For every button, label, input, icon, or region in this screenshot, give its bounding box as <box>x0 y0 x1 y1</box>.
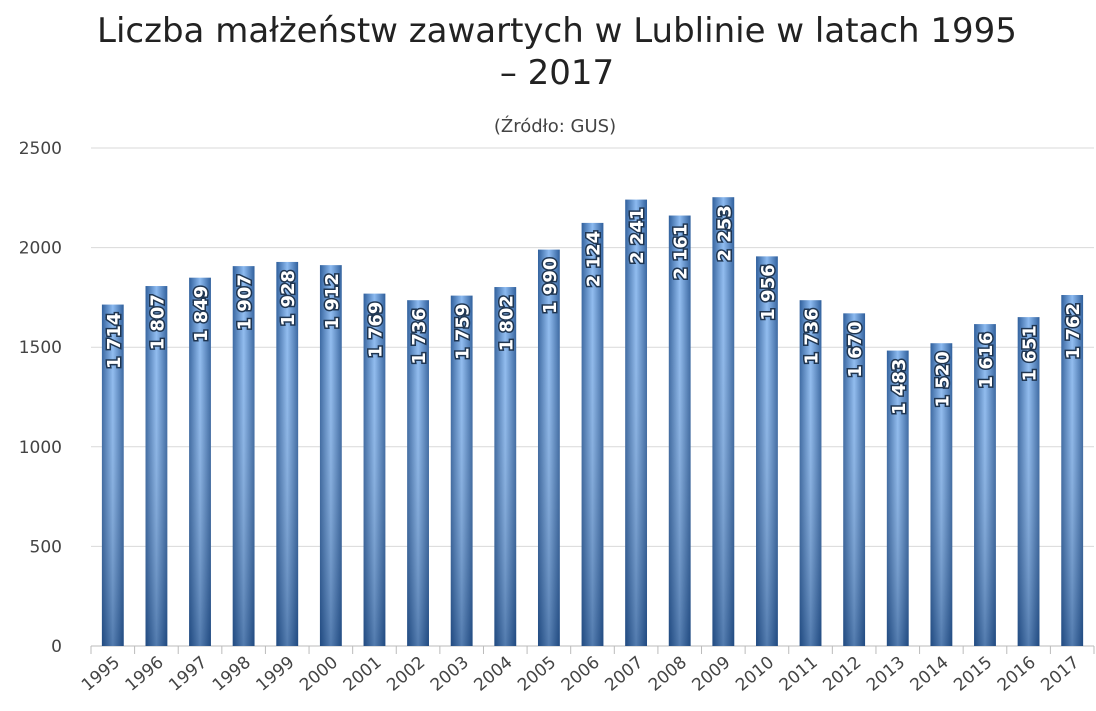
value-label: 1 849 <box>191 286 212 342</box>
bar-shade <box>363 293 386 646</box>
x-tick-label: 2014 <box>907 653 953 696</box>
y-tick-label: 2500 <box>19 139 62 159</box>
bar-shade <box>974 324 996 646</box>
x-tick-label: 2000 <box>296 653 342 696</box>
x-tick-label: 2015 <box>950 653 996 696</box>
y-tick-label: 0 <box>51 637 62 657</box>
x-tick-label: 2008 <box>645 653 691 696</box>
x-tick-label: 2007 <box>601 653 647 696</box>
value-label: 1 520 <box>932 351 953 407</box>
x-tick-label: 1998 <box>209 653 255 696</box>
bar-shade <box>494 287 517 646</box>
bar-shade <box>189 277 211 646</box>
bar-shade <box>625 199 648 646</box>
value-label: 2 241 <box>627 208 648 264</box>
x-tick-label: 2009 <box>689 653 735 696</box>
value-label: 1 912 <box>322 273 343 329</box>
bar-shade <box>319 265 342 646</box>
x-tick-label: 2006 <box>558 653 604 696</box>
value-label: 1 759 <box>453 304 474 360</box>
y-tick-label: 500 <box>30 537 62 557</box>
bar-shade <box>930 343 953 646</box>
value-label: 2 253 <box>714 205 735 261</box>
x-tick-label: 1996 <box>122 653 168 696</box>
value-label: 2 124 <box>584 231 605 287</box>
value-label: 1 651 <box>1020 325 1041 381</box>
x-tick-label: 2017 <box>1037 653 1083 696</box>
chart-title: Liczba małżeństw zawartych w Lublinie w … <box>97 11 1017 93</box>
x-tick-label: 2011 <box>776 653 822 696</box>
x-tick-label: 2002 <box>383 653 429 696</box>
bar-shade <box>799 300 822 646</box>
value-label: 1 956 <box>758 264 779 320</box>
x-tick-label: 2016 <box>994 653 1040 696</box>
bar-shade <box>450 295 473 646</box>
bar-shade <box>1017 317 1040 646</box>
bar-shade <box>276 261 299 646</box>
bar-shade <box>668 215 691 646</box>
value-label: 1 762 <box>1063 303 1084 359</box>
x-tick-label: 2004 <box>470 653 516 696</box>
bar-shade <box>1061 295 1084 646</box>
y-tick-label: 2000 <box>19 239 62 259</box>
bar-shade <box>712 197 735 646</box>
bar-shade <box>756 256 778 646</box>
value-label: 1 807 <box>147 294 168 350</box>
value-label: 1 928 <box>278 270 299 326</box>
value-label: 2 161 <box>671 224 692 280</box>
value-label: 1 990 <box>540 258 561 314</box>
bar-shade <box>581 222 604 646</box>
x-tick-label: 2005 <box>514 653 560 696</box>
value-label: 1 736 <box>409 308 430 364</box>
bar-shade <box>407 300 429 646</box>
bar-shade <box>843 313 866 646</box>
bar-shade <box>101 304 124 646</box>
value-label: 1 616 <box>976 332 997 388</box>
bar-shade <box>145 286 168 646</box>
value-label: 1 714 <box>104 313 125 369</box>
bar-shade <box>537 249 560 647</box>
value-label: 1 736 <box>802 308 823 364</box>
x-tick-label: 2013 <box>863 653 909 696</box>
x-tick-label: 2010 <box>732 653 778 696</box>
value-label: 1 907 <box>235 274 256 330</box>
x-tick-label: 1999 <box>252 653 298 696</box>
value-label: 1 670 <box>845 321 866 377</box>
value-label: 1 483 <box>889 359 910 415</box>
x-tick-label: 1995 <box>78 653 124 696</box>
x-tick-label: 1997 <box>165 653 211 696</box>
x-tick-label: 2001 <box>340 653 386 696</box>
value-label: 1 769 <box>365 302 386 358</box>
x-tick-label: 2012 <box>819 653 865 696</box>
y-tick-label: 1000 <box>19 438 62 458</box>
value-label: 1 802 <box>496 295 517 351</box>
chart-subtitle: (Źródło: GUS) <box>493 116 617 137</box>
x-tick-label: 2003 <box>427 653 473 696</box>
bar-shade <box>232 266 255 646</box>
bar-shade <box>886 350 909 646</box>
y-tick-label: 1500 <box>19 338 62 358</box>
